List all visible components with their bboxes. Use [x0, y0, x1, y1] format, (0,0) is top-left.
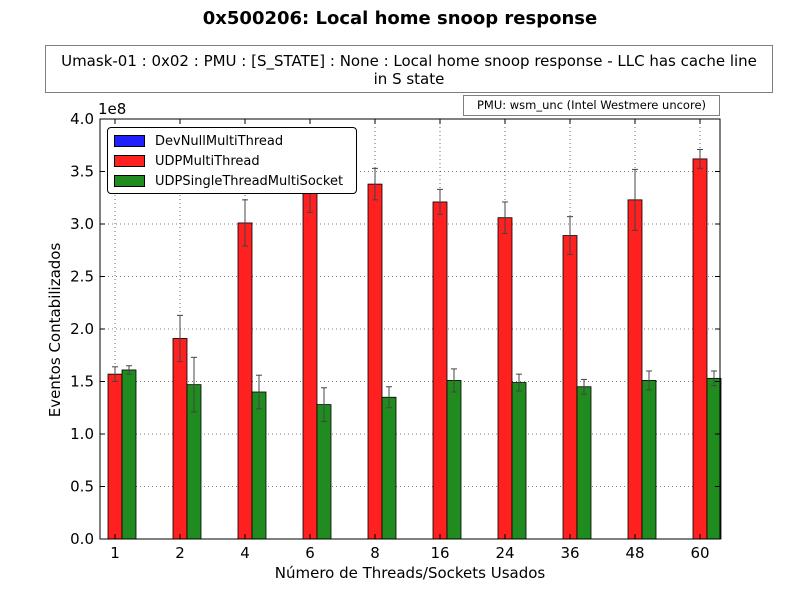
bar-udpmultithread-16: [432, 201, 448, 540]
bar-udpmultithread-1: [107, 373, 123, 540]
x-tick-label: 16: [430, 544, 449, 562]
x-tick-label: 48: [625, 544, 644, 562]
y-tick-label: 4.0: [70, 110, 94, 128]
x-tick-label: 36: [560, 544, 579, 562]
bar-udpsinglethreadmultisocket-16: [446, 380, 462, 540]
x-tick-label: 60: [690, 544, 709, 562]
legend-label: UDPSingleThreadMultiSocket: [155, 173, 344, 189]
bar-udpmultithread-4: [237, 222, 253, 540]
y-tick-label: 3.0: [70, 215, 94, 233]
bar-udpsinglethreadmultisocket-4: [251, 391, 267, 540]
legend-item-devnullmultithread: DevNullMultiThread: [114, 131, 350, 151]
y-tick-label: 3.5: [70, 163, 94, 181]
chart-subtitle: Umask-01 : 0x02 : PMU : [S_STATE] : None…: [45, 45, 773, 93]
subtitle-line-2: in S state: [373, 70, 445, 88]
x-tick-label: 6: [305, 544, 315, 562]
legend-swatch: [114, 155, 145, 167]
y-tick-label: 2.5: [70, 268, 94, 286]
x-tick-label: 8: [370, 544, 380, 562]
bars: [107, 158, 722, 540]
y-axis-exponent: 1e8: [98, 100, 127, 118]
subtitle-line-1: Umask-01 : 0x02 : PMU : [S_STATE] : None…: [61, 52, 757, 70]
bar-udpmultithread-24: [497, 217, 513, 540]
bar-udpsinglethreadmultisocket-48: [641, 380, 657, 540]
legend-item-udpsinglethreadmultisocket: UDPSingleThreadMultiSocket: [114, 171, 350, 191]
y-tick-label: 0.5: [70, 478, 94, 496]
bar-udpmultithread-36: [562, 235, 578, 540]
x-axis-label: Número de Threads/Sockets Usados: [274, 564, 546, 582]
y-tick-label: 1.5: [70, 373, 94, 391]
legend-swatch: [114, 135, 145, 147]
bar-udpmultithread-48: [627, 199, 643, 540]
x-tick-label: 24: [495, 544, 514, 562]
legend-swatch: [114, 175, 145, 187]
bar-udpsinglethreadmultisocket-8: [381, 396, 397, 540]
x-tick-label: 2: [175, 544, 185, 562]
x-tick-label: 4: [240, 544, 250, 562]
bar-udpmultithread-2: [172, 338, 188, 540]
y-tick-label: 2.0: [70, 320, 94, 338]
bar-udpsinglethreadmultisocket-1: [121, 369, 137, 540]
grid-lines: [100, 119, 720, 539]
legend-label: DevNullMultiThread: [155, 133, 284, 149]
bar-udpsinglethreadmultisocket-36: [576, 386, 592, 540]
bar-udpsinglethreadmultisocket-24: [511, 382, 527, 540]
axis-ticks: 0.00.51.01.52.02.53.03.54.01 2 4 6 8 16 24 36 48…: [70, 110, 720, 562]
bar-udpmultithread-60: [692, 158, 708, 540]
pmu-annotation: PMU: wsm_unc (Intel Westmere uncore): [463, 95, 720, 116]
bar-udpsinglethreadmultisocket-6: [316, 404, 332, 540]
legend: DevNullMultiThread UDPMultiThread UDPSin…: [107, 127, 357, 194]
x-tick-label: 1: [110, 544, 120, 562]
legend-item-udpmultithread: UDPMultiThread: [114, 151, 350, 171]
bar-udpmultithread-6: [302, 186, 318, 540]
y-tick-label: 1.0: [70, 425, 94, 443]
y-tick-label: 0.0: [70, 530, 94, 548]
legend-label: UDPMultiThread: [155, 153, 260, 169]
bar-udpmultithread-8: [367, 183, 383, 540]
error-bars: [112, 148, 717, 422]
bar-udpsinglethreadmultisocket-60: [706, 377, 722, 540]
y-axis-label: Eventos Contabilizados: [46, 242, 64, 418]
chart-title: 0x500206: Local home snoop response: [202, 8, 598, 29]
